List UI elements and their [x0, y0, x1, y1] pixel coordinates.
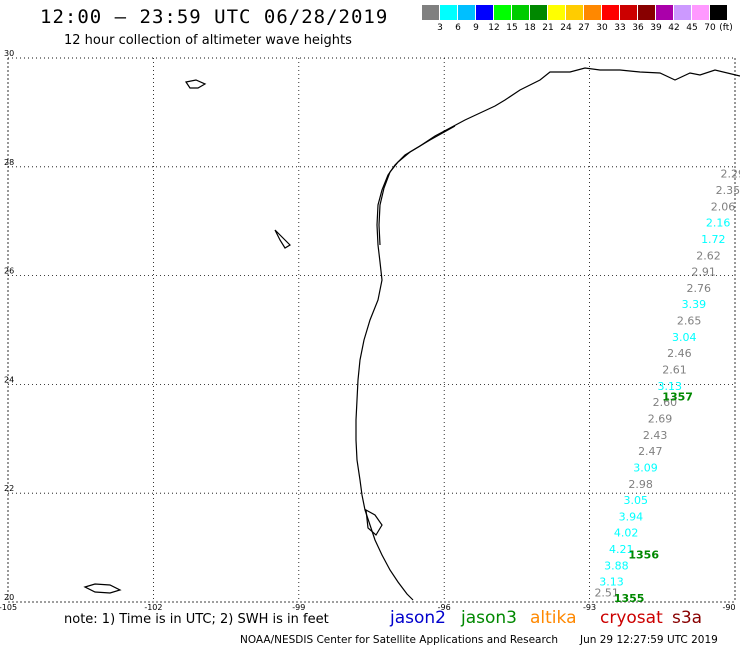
- scale-swatch: [422, 5, 439, 20]
- swh-value-label: 3.39: [682, 298, 707, 311]
- scale-label: 21: [542, 23, 554, 33]
- scale-swatch: [566, 5, 583, 20]
- scale-label: 33: [614, 23, 626, 33]
- scale-label: 15: [506, 23, 518, 33]
- barrier-island: [378, 125, 456, 246]
- swh-value-label: 3.94: [619, 510, 644, 523]
- scale-label: 12: [488, 23, 500, 33]
- altimeter-track: 2.513.133.884.214.023.943.052.983.092.47…: [594, 168, 740, 605]
- lon-tick-label: -96: [438, 603, 451, 612]
- scale-label: 45: [686, 23, 698, 33]
- swh-value-label: 2.98: [628, 478, 653, 491]
- lake-outline: [83, 583, 122, 594]
- footer-note: note: 1) Time is in UTC; 2) SWH is in fe…: [64, 612, 329, 627]
- pass-time-label: 1356: [628, 548, 659, 561]
- map-subtitle: 12 hour collection of altimeter wave hei…: [64, 33, 352, 48]
- swh-value-label: 2.51: [594, 587, 619, 600]
- swh-value-label: 3.13: [657, 380, 682, 393]
- scale-swatch: [584, 5, 601, 20]
- swh-value-label: 2.60: [653, 396, 678, 409]
- scale-label: 3: [437, 23, 443, 33]
- lat-tick-label: 24: [4, 375, 14, 384]
- axis-labels: -105 -102 -99 -96 -93 -90 30 28 26 24 22 20: [0, 49, 736, 612]
- scale-swatch: [494, 5, 511, 20]
- satellite-legend-altika: altika: [530, 608, 577, 628]
- scale-swatch: [656, 5, 673, 20]
- footer-timestamp: Jun 29 12:27:59 UTC 2019: [580, 634, 718, 646]
- swh-value-label: 2.46: [667, 347, 692, 360]
- satellite-legend-s3a: s3a: [672, 608, 703, 628]
- swh-value-label: 4.21: [609, 543, 634, 556]
- scale-swatch: [530, 5, 547, 20]
- pass-time-label: 1357: [662, 391, 693, 404]
- lon-tick-label: -99: [292, 603, 305, 612]
- scale-label: 9: [473, 23, 479, 33]
- swh-value-label: 2.43: [643, 429, 668, 442]
- swh-value-label: 2.76: [687, 282, 712, 295]
- satellite-legend-jason2: jason2: [390, 608, 446, 628]
- lon-tick-label: -93: [583, 603, 596, 612]
- swh-value-label: 2.62: [696, 249, 721, 262]
- swh-value-label: 2.29: [720, 168, 740, 181]
- lat-tick-label: 22: [4, 484, 14, 493]
- swh-value-label: 2.35: [716, 184, 740, 197]
- lat-tick-label: 28: [4, 158, 14, 167]
- satellite-legend-cryosat: cryosat: [600, 608, 663, 628]
- lake-outline: [185, 79, 207, 89]
- scale-swatch: [440, 5, 457, 20]
- gulf-coastline: [355, 67, 740, 601]
- footer-credit: NOAA/NESDIS Center for Satellite Applica…: [240, 634, 558, 646]
- swh-value-label: 2.47: [638, 445, 663, 458]
- scale-unit: (ft): [719, 23, 733, 33]
- bay-outline: [365, 508, 383, 536]
- lat-tick-label: 20: [4, 593, 14, 602]
- scale-swatch: [512, 5, 529, 20]
- swh-value-label: 2.16: [706, 217, 731, 230]
- scale-label: 24: [560, 23, 572, 33]
- swh-value-label: 2.06: [711, 200, 736, 213]
- swh-value-label: 3.13: [599, 576, 624, 589]
- scale-swatch: [602, 5, 619, 20]
- swh-value-label: 2.65: [677, 315, 702, 328]
- map-title: 12:00 – 23:59 UTC 06/28/2019: [40, 6, 389, 28]
- scale-swatch: [692, 5, 709, 20]
- swh-value-label: 2.91: [691, 266, 716, 279]
- lat-tick-label: 30: [4, 49, 14, 58]
- scale-swatch: [476, 5, 493, 20]
- lon-tick-label: -105: [0, 603, 17, 612]
- pass-time-label: 1355: [614, 592, 645, 605]
- scale-label: 27: [578, 23, 590, 33]
- swh-value-label: 2.61: [662, 364, 687, 377]
- scale-label: 6: [455, 23, 461, 33]
- scale-label: 18: [524, 23, 536, 33]
- lake-outline: [274, 229, 291, 249]
- scale-swatch: [458, 5, 475, 20]
- scale-label: 70: [704, 23, 716, 33]
- scale-swatch: [620, 5, 637, 20]
- coastline: [83, 67, 740, 601]
- swh-value-label: 1.72: [701, 233, 726, 246]
- scale-label: 30: [596, 23, 608, 33]
- graticule: [7, 57, 736, 603]
- swh-value-label: 3.04: [672, 331, 697, 344]
- swh-value-label: 2.69: [648, 412, 673, 425]
- scale-swatch: [548, 5, 565, 20]
- swh-value-label: 3.88: [604, 559, 629, 572]
- lon-tick-label: -102: [144, 603, 162, 612]
- scale-swatch: [638, 5, 655, 20]
- scale-label: 36: [632, 23, 644, 33]
- swh-value-label: 4.02: [614, 527, 639, 540]
- scale-swatch: [710, 5, 727, 20]
- scale-label: 42: [668, 23, 680, 33]
- satellite-legend-jason3: jason3: [461, 608, 517, 628]
- lon-tick-label: -90: [722, 603, 735, 612]
- scale-label: 39: [650, 23, 662, 33]
- swh-value-label: 3.09: [633, 461, 658, 474]
- lat-tick-label: 26: [4, 267, 14, 276]
- scale-swatch: [674, 5, 691, 20]
- swh-value-label: 3.05: [624, 494, 649, 507]
